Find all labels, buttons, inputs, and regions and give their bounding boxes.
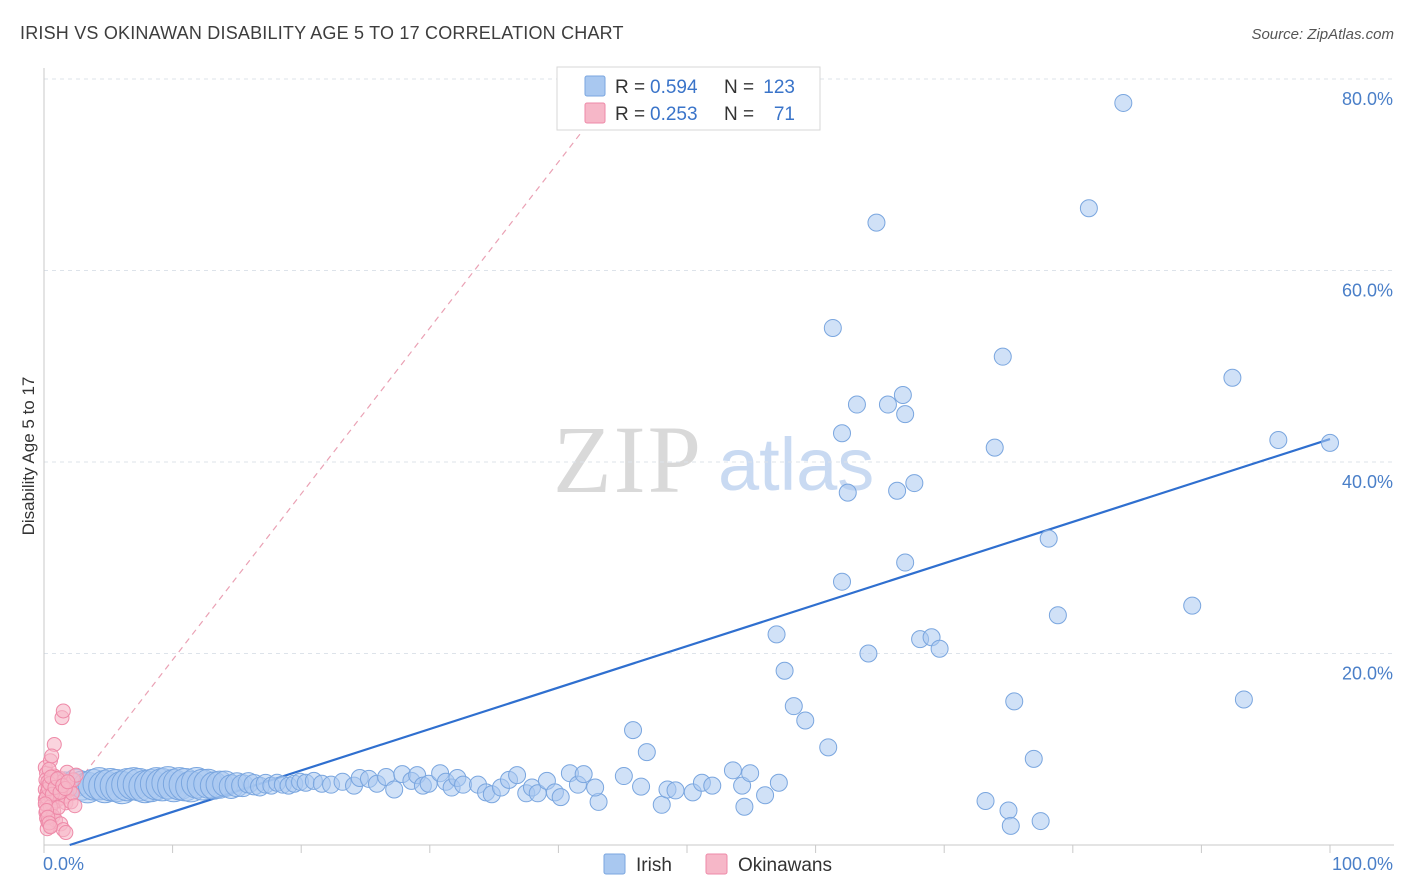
irish-point: [796, 711, 815, 730]
irish-point: [896, 553, 915, 572]
irish-point: [385, 780, 404, 799]
irish-point: [1079, 199, 1098, 218]
y-tick-label: 40.0%: [1342, 472, 1393, 492]
irish-point: [1048, 606, 1067, 625]
okinawan-n-label: N =: [724, 104, 754, 125]
irish-point: [769, 773, 788, 792]
series-legend: Irish Okinawans: [603, 853, 832, 876]
irish-point: [1223, 368, 1242, 387]
irish-point: [775, 661, 794, 680]
irish-point: [703, 776, 722, 795]
irish-point: [905, 474, 924, 493]
irish-point: [586, 778, 605, 797]
irish-n-label: N =: [724, 77, 754, 98]
irish-point: [999, 801, 1018, 820]
irish-point: [551, 788, 570, 807]
okinawan-point: [67, 798, 83, 814]
irish-point: [896, 405, 915, 424]
okinawan-trend-line: [43, 78, 624, 827]
okinawan-point: [60, 774, 76, 790]
legend-irish-swatch: [603, 853, 626, 875]
irish-point: [993, 347, 1012, 366]
irish-swatch: [584, 75, 606, 97]
gridlines: [44, 78, 1394, 654]
okinawan-point: [55, 703, 71, 719]
axes: [43, 68, 1394, 853]
okinawan-swatch: [584, 102, 606, 124]
irish-r-label: R =: [615, 77, 645, 98]
okinawan-points: [37, 703, 84, 841]
irish-point: [1024, 749, 1043, 768]
y-tick-label: 60.0%: [1342, 281, 1393, 301]
okinawan-point: [42, 819, 58, 835]
okinawan-r-value: 0.253: [650, 104, 698, 125]
irish-point: [1005, 692, 1024, 711]
irish-point: [838, 483, 857, 502]
irish-point: [823, 318, 842, 337]
irish-point: [819, 738, 838, 757]
x-tick-label-min: 0.0%: [43, 854, 84, 874]
irish-point: [741, 764, 760, 783]
irish-point: [878, 395, 897, 414]
irish-point: [1114, 93, 1133, 112]
irish-point: [893, 385, 912, 404]
irish-point: [723, 761, 742, 780]
irish-point: [833, 572, 852, 591]
y-tick-label: 20.0%: [1342, 664, 1393, 684]
irish-point: [1183, 596, 1202, 615]
irish-point: [756, 786, 775, 805]
watermark: ZIP atlas: [553, 406, 874, 513]
irish-point: [508, 766, 527, 785]
irish-point: [574, 765, 593, 784]
irish-point: [666, 781, 685, 800]
irish-point: [859, 644, 878, 663]
irish-point: [767, 625, 786, 644]
source-label: Source: ZipAtlas.com: [1251, 26, 1394, 43]
irish-point: [614, 767, 633, 786]
okinawan-n-value: 71: [774, 104, 795, 125]
irish-point: [1321, 433, 1339, 452]
chart-title: IRISH VS OKINAWAN DISABILITY AGE 5 TO 17…: [20, 23, 624, 43]
stats-legend: R = 0.594 N = 123 R = 0.253 N = 71: [556, 66, 821, 131]
tick-labels: 20.0% 40.0% 60.0% 80.0% 0.0% 100.0%: [43, 89, 1393, 874]
irish-point: [1001, 816, 1020, 835]
irish-point: [1039, 529, 1058, 548]
irish-point: [735, 797, 754, 816]
irish-point: [652, 795, 671, 814]
irish-point: [1269, 430, 1288, 449]
okinawan-point: [58, 825, 74, 841]
irish-point: [637, 743, 656, 762]
y-axis-title: Disability Age 5 to 17: [19, 377, 38, 536]
irish-point: [624, 721, 643, 740]
legend-okinawan-swatch: [705, 853, 728, 875]
irish-point: [1234, 690, 1253, 709]
irish-point: [888, 481, 907, 500]
irish-point: [1031, 812, 1050, 831]
irish-point: [930, 639, 949, 658]
irish-r-value: 0.594: [650, 77, 698, 98]
irish-point: [784, 697, 803, 716]
irish-point: [847, 395, 866, 414]
irish-points: [44, 93, 1339, 835]
okinawan-point: [44, 748, 60, 764]
legend-okinawan-label: Okinawans: [738, 855, 832, 876]
irish-point: [833, 424, 852, 443]
y-tick-label: 80.0%: [1342, 89, 1393, 109]
okinawan-r-label: R =: [615, 104, 645, 125]
watermark-zip: ZIP: [553, 406, 703, 513]
irish-point: [976, 791, 995, 810]
irish-n-value: 123: [763, 77, 795, 98]
irish-point: [867, 213, 886, 232]
legend-irish-label: Irish: [636, 855, 672, 876]
irish-point: [632, 777, 651, 796]
irish-point: [985, 438, 1004, 457]
x-tick-label-max: 100.0%: [1332, 854, 1393, 874]
